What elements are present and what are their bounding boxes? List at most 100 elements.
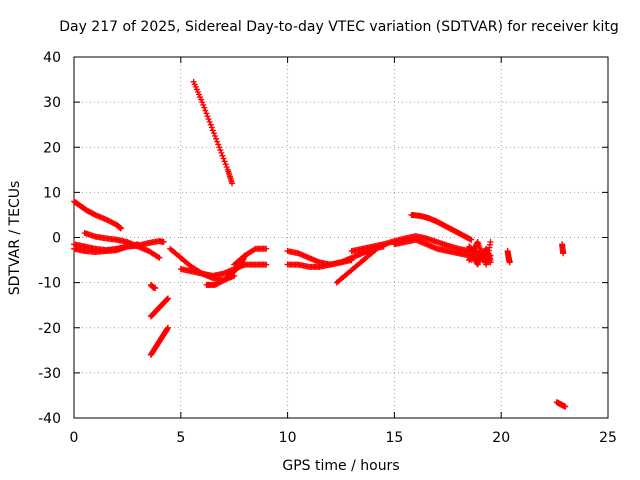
series-arc-d [81,229,163,261]
x-tick-label: 10 [279,430,297,446]
data-point [123,243,130,250]
y-tick-label: 20 [43,140,61,156]
data-point [482,259,489,266]
data-point [175,252,182,259]
data-point [352,263,359,270]
data-point [222,161,229,168]
series-arc-o [284,257,355,270]
data-point [219,270,226,277]
data-point [206,118,213,125]
data-point [203,110,210,117]
x-tick-label: 0 [70,430,79,446]
y-tick-label: -30 [38,366,61,382]
data-point [228,178,235,185]
data-point [239,254,246,261]
series-arc-v [559,241,567,257]
data-point [379,241,386,248]
data-point [218,149,225,156]
data-point [211,132,218,139]
series-arc-g [147,324,171,358]
data-point [216,144,223,151]
data-point [561,403,568,410]
data-point [205,116,212,123]
tick-labels: 0 5 10 15 20 25 -40 -30 -20 -10 0 10 20 30 40 [38,50,617,446]
data-point [235,263,242,270]
data-point [486,241,493,248]
series-arc-u [504,248,513,266]
x-axis-label: GPS time / hours [282,458,399,474]
series-arc-l [231,245,270,268]
data-point [261,245,268,252]
series-arc-h [190,78,236,187]
data-point [151,284,158,291]
data-point [363,254,370,261]
data-point [155,253,162,260]
data-point [304,254,311,261]
data-point [506,258,513,265]
grid [74,57,608,418]
x-tick-label: 5 [176,430,185,446]
data-point [226,272,233,279]
data-point [213,135,220,142]
data-point [221,158,228,165]
data-point [200,101,207,108]
data-point [432,245,439,252]
data-point [204,113,211,120]
data-point [219,152,226,159]
series-arc-t [466,239,494,268]
data-point [341,272,348,279]
data-point [215,141,222,148]
data-points [71,78,569,410]
data-point [207,121,214,128]
data-point [422,240,429,247]
data-point [249,247,256,254]
data-point [164,295,171,302]
data-point [293,250,300,257]
y-tick-label: -40 [38,411,61,427]
data-point [111,220,118,227]
series-arc-c [71,241,142,255]
series-arc-w [553,399,569,410]
data-point [123,238,130,245]
data-point [209,127,216,134]
data-point [202,107,209,114]
series-arc-m [241,261,270,268]
data-point [160,238,167,245]
data-point [198,96,205,103]
x-tick-label: 25 [599,430,617,446]
plot-frame [73,56,609,419]
data-point [220,155,227,162]
data-point [251,246,258,253]
data-point [214,138,221,145]
y-tick-label: -20 [38,321,61,337]
x-tick-label: 20 [492,430,510,446]
data-point [261,261,268,268]
y-tick-label: 30 [43,95,61,111]
data-point [422,235,429,242]
data-point [560,249,567,256]
series-arc-s [408,211,475,243]
y-axis-label: SDTVAR / TECUs [7,181,23,296]
data-point [117,225,124,232]
x-tick-label: 15 [385,430,403,446]
data-point [208,124,215,131]
data-point [153,253,160,260]
data-point [467,236,474,243]
data-point [185,261,192,268]
series-arc-a [71,198,124,232]
y-tick-label: 40 [43,50,61,66]
data-point [217,147,224,154]
data-point [210,130,217,137]
data-point [223,163,230,170]
series-arc-f [147,295,171,320]
data-point [432,238,439,245]
chart-title: Day 217 of 2025, Sidereal Day-to-day VTE… [59,19,619,35]
data-point [164,325,171,332]
data-point [201,104,208,111]
y-tick-label: 10 [43,185,61,201]
data-point [91,233,98,240]
y-tick-label: 0 [52,231,61,247]
data-point [443,242,450,249]
data-point [347,257,354,264]
